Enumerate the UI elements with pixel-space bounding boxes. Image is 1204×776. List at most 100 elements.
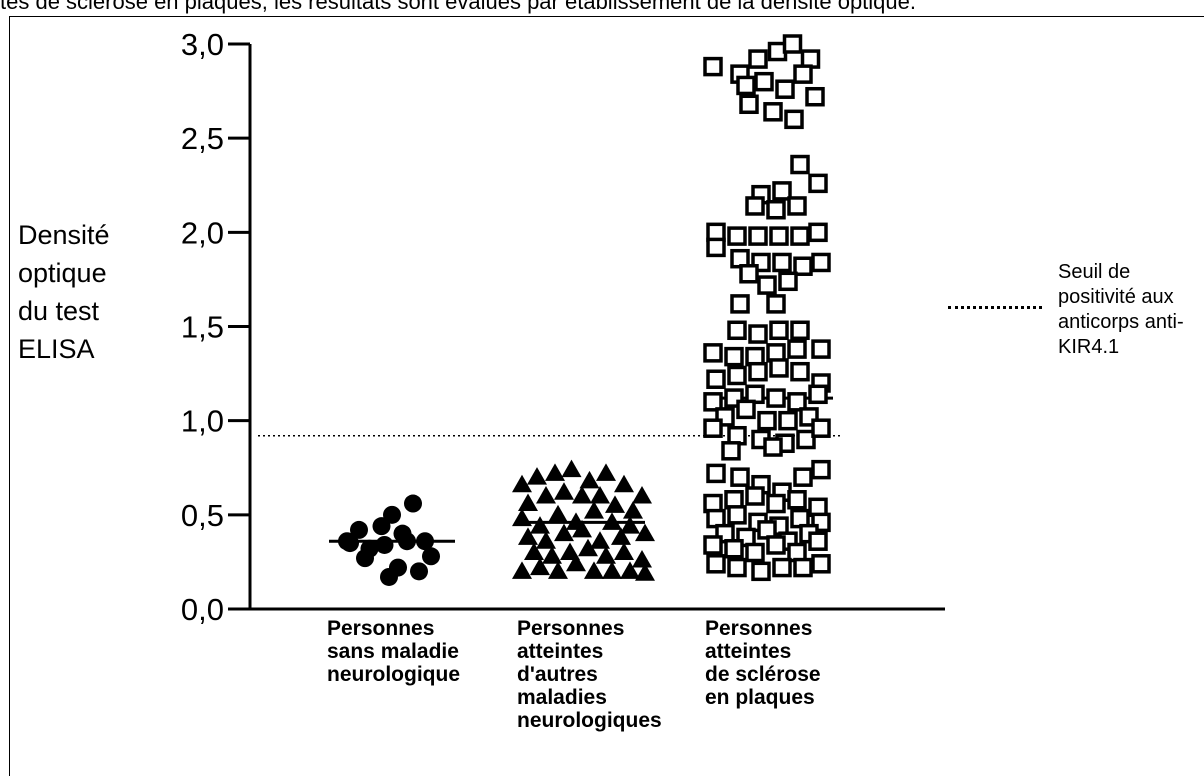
data-point-circle: [375, 535, 394, 554]
data-point-triangle: [542, 546, 562, 564]
data-point-triangle: [611, 527, 631, 545]
figure-frame: [9, 16, 1204, 776]
category-label: en plaques: [705, 686, 815, 709]
data-point-square: [793, 256, 813, 276]
data-point-triangle: [623, 501, 643, 519]
y-tick-label: 1,0: [181, 404, 224, 439]
data-point-triangle: [590, 531, 610, 549]
data-point-triangle: [584, 561, 604, 579]
data-point-square: [748, 226, 768, 246]
data-point-square: [748, 324, 768, 344]
data-point-square: [727, 557, 747, 578]
category-label: atteintes: [705, 640, 791, 663]
y-tick-label: 2,0: [181, 215, 224, 250]
data-point-circle: [380, 567, 398, 586]
data-point-square: [793, 467, 813, 487]
data-point-square: [784, 109, 804, 130]
data-point-square: [703, 392, 723, 412]
y-axis-label-line: Densité: [18, 220, 110, 250]
data-point-square: [787, 392, 807, 412]
data-point-square: [769, 358, 789, 378]
category-label: Personnes: [705, 617, 812, 640]
data-point-square: [748, 361, 768, 382]
data-point-square: [703, 418, 723, 438]
data-point-square: [754, 71, 774, 92]
data-point-square: [772, 181, 792, 201]
data-point-square: [766, 294, 786, 314]
data-point-triangle: [512, 474, 532, 493]
y-axis-label-line: optique: [18, 258, 107, 288]
data-point-triangle: [635, 523, 655, 542]
data-point-square: [778, 410, 798, 431]
data-point-triangle: [602, 512, 622, 530]
data-point-square: [772, 252, 792, 273]
data-point-triangle: [602, 561, 622, 579]
data-point-triangle: [561, 459, 582, 478]
category-label: Personnes: [327, 617, 434, 640]
data-point-circle: [398, 532, 416, 551]
data-point-triangle: [530, 516, 550, 534]
data-point-square: [745, 486, 765, 506]
data-point-square: [757, 275, 777, 295]
data-point-square: [703, 535, 723, 555]
data-point-triangle: [635, 563, 655, 581]
data-point-square: [790, 361, 810, 382]
data-point-triangle: [548, 504, 568, 523]
data-point-circle: [422, 547, 440, 566]
y-tick-label: 0,0: [181, 592, 224, 627]
data-point-triangle: [527, 467, 547, 485]
data-point-square: [808, 531, 828, 551]
data-point-square: [766, 535, 786, 555]
data-point-square: [808, 222, 828, 243]
data-point-square: [811, 418, 831, 438]
data-point-triangle: [579, 470, 600, 489]
data-point-square: [730, 467, 750, 487]
data-point-square: [811, 554, 831, 574]
data-point-square: [706, 237, 726, 258]
data-point-square: [721, 441, 741, 461]
data-point-triangle: [545, 463, 565, 481]
data-point-square: [790, 226, 810, 246]
legend-text-line: Seuil de: [1058, 261, 1131, 283]
data-point-triangle: [632, 550, 652, 568]
category-label: atteintes: [517, 640, 603, 663]
legend-text-line: anticorps anti-: [1058, 311, 1184, 333]
data-point-triangle: [524, 542, 544, 560]
data-point-triangle: [536, 486, 556, 504]
category-label: d'autres: [517, 663, 598, 686]
y-tick-label: 3,0: [181, 27, 224, 62]
data-point-triangle: [605, 495, 625, 513]
data-point-square: [808, 173, 828, 194]
data-point-triangle: [536, 531, 556, 549]
legend-text-line: KIR4.1: [1058, 336, 1120, 358]
data-point-triangle: [572, 519, 592, 538]
data-point-square: [739, 264, 759, 284]
data-point-square: [772, 557, 792, 578]
data-point-square: [766, 199, 786, 220]
data-point-triangle: [590, 486, 610, 504]
data-point-square: [724, 538, 744, 559]
data-point-square: [790, 154, 810, 175]
data-point-square: [769, 320, 789, 341]
y-tick-label: 2,5: [181, 121, 224, 156]
data-point-square: [805, 86, 825, 107]
data-point-square: [811, 459, 831, 480]
y-axis-label-line: ELISA: [18, 334, 95, 364]
legend-dotted-line: [948, 306, 1042, 309]
category-label: sans maladie: [327, 640, 459, 663]
data-point-square: [706, 369, 726, 389]
data-point-square: [790, 320, 810, 341]
data-point-triangle: [572, 486, 592, 504]
data-point-square: [724, 346, 744, 367]
data-point-square: [811, 339, 831, 359]
figure-caption: tes de sclérose en plaques, les résultat…: [0, 0, 916, 14]
category-label: maladies: [517, 686, 607, 709]
data-point-square: [727, 226, 747, 246]
data-point-triangle: [518, 493, 538, 512]
y-axis-label-line: du test: [18, 296, 100, 326]
category-label: neurologiques: [517, 709, 662, 732]
data-point-triangle: [554, 523, 574, 542]
data-point-square: [748, 49, 768, 69]
data-point-triangle: [596, 546, 616, 564]
data-point-circle: [350, 520, 368, 539]
